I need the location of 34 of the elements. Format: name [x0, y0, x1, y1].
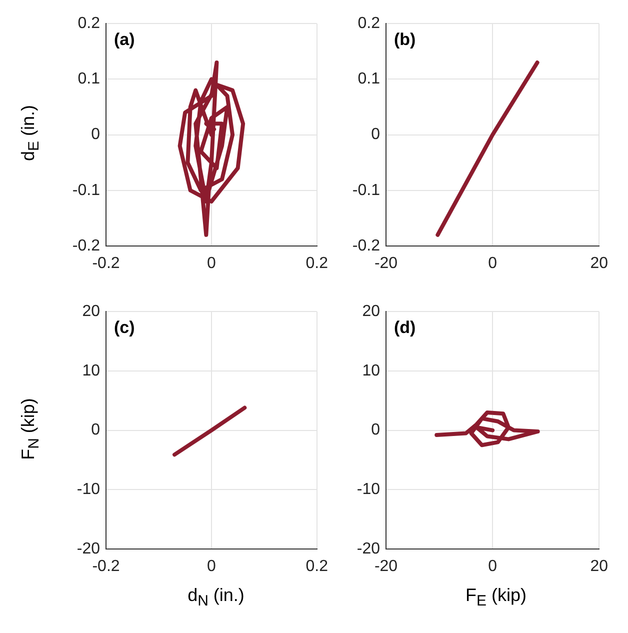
- x-axis-title: d$_{N}$ (in.): [186, 585, 246, 610]
- annotation: (d): [394, 318, 416, 337]
- y-tick-label: 0.2: [78, 15, 100, 32]
- y-tick-label: 20: [82, 303, 100, 320]
- y-tick-label: -20: [356, 540, 380, 558]
- y-tick-label: -10: [76, 481, 100, 498]
- y-tick-label: 0: [91, 126, 100, 144]
- x-tick-label: 0.2: [306, 255, 328, 272]
- y-tick-label: -0.1: [72, 182, 100, 199]
- y-tick-label: -0.2: [352, 237, 380, 254]
- x-axis-title: F$_{E}$ (kip): [464, 585, 528, 610]
- y-tick-label: 0.2: [358, 15, 380, 32]
- y-tick-label: -20: [76, 540, 100, 558]
- y-tick-label: -10: [356, 481, 380, 498]
- y-tick-label: -0.2: [72, 237, 100, 254]
- y-tick-label: 0: [91, 422, 100, 439]
- y-tick-label: 10: [362, 362, 380, 380]
- y-tick-label: 0.1: [358, 70, 380, 88]
- y-tick-label: 0: [371, 422, 380, 439]
- x-tick-label: 0: [488, 558, 498, 576]
- y-tick-label: 0.1: [78, 70, 100, 88]
- x-tick-label: 20: [590, 255, 608, 272]
- y-tick-label: 0: [371, 126, 380, 144]
- x-tick-label: 0: [206, 255, 216, 272]
- y-tick-label: -0.1: [352, 182, 380, 199]
- annotation: (b): [394, 30, 416, 49]
- annotation: (c): [114, 318, 135, 337]
- x-tick-label: 0: [488, 255, 498, 272]
- x-tick-label: 0: [206, 558, 216, 576]
- y-tick-label: 10: [82, 362, 100, 380]
- annotation: (a): [114, 30, 135, 49]
- x-tick-label: 20: [590, 558, 608, 576]
- x-tick-label: 0.2: [306, 558, 328, 576]
- y-tick-label: 20: [362, 303, 380, 320]
